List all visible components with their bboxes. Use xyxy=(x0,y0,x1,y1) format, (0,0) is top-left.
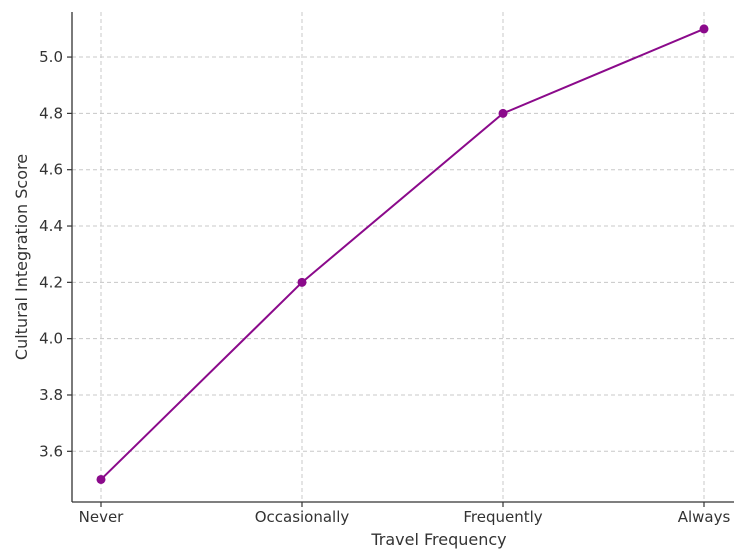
data-point-never xyxy=(96,474,106,484)
y-tick-label: 3.8 xyxy=(39,386,63,404)
axes xyxy=(71,12,734,503)
y-axis-ticks: 3.6 3.8 4.0 4.2 4.4 4.6 4.8 5.0 xyxy=(39,48,72,460)
x-tick-label: Frequently xyxy=(463,508,542,526)
x-tick-label: Always xyxy=(678,508,731,526)
data-point-always xyxy=(699,24,709,34)
x-axis-label: Travel Frequency xyxy=(370,530,506,549)
grid-lines xyxy=(72,12,734,502)
data-point-frequently xyxy=(498,108,508,118)
series-line xyxy=(100,27,705,481)
x-axis-ticks: Never Occasionally Frequently Always xyxy=(79,502,731,526)
y-tick-label: 5.0 xyxy=(39,48,63,66)
data-series xyxy=(96,24,709,484)
y-tick-label: 4.6 xyxy=(39,161,63,179)
y-tick-label: 4.2 xyxy=(39,273,63,291)
y-tick-label: 3.6 xyxy=(39,442,63,460)
y-tick-label: 4.4 xyxy=(39,217,63,235)
x-tick-label: Occasionally xyxy=(255,508,350,526)
y-tick-label: 4.8 xyxy=(39,104,63,122)
x-tick-label: Never xyxy=(79,508,125,526)
y-tick-label: 4.0 xyxy=(39,330,63,348)
data-point-occasionally xyxy=(297,277,307,287)
y-axis-label: Cultural Integration Score xyxy=(12,154,31,360)
